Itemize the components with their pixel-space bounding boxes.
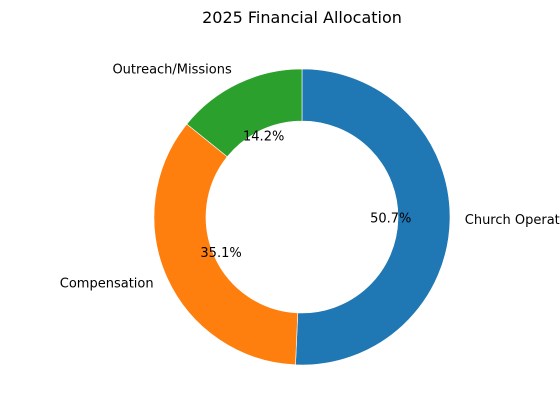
slice-label-church-operations: Church Operations — [465, 213, 560, 228]
slice-label-compensation: Compensation — [60, 276, 154, 291]
slice-compensation — [153, 123, 299, 366]
slice-church-operations — [295, 68, 451, 366]
slice-percent-church-operations: 50.7% — [370, 211, 411, 226]
slice-percent-compensation: 35.1% — [200, 246, 241, 261]
slice-percent-outreach-missions: 14.2% — [243, 129, 284, 144]
chart-title: 2025 Financial Allocation — [202, 8, 402, 27]
slices-group — [153, 68, 451, 366]
slice-label-outreach-missions: Outreach/Missions — [112, 63, 232, 78]
slice-outreach-missions — [186, 68, 303, 158]
labels-group: Church Operations 50.7% Compensation 35.1% O… — [60, 63, 560, 292]
